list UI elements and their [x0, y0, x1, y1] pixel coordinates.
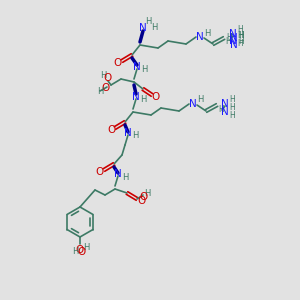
Text: H: H — [226, 34, 232, 43]
Text: H: H — [122, 172, 128, 182]
Text: O: O — [114, 58, 122, 68]
Text: N: N — [124, 128, 132, 138]
Text: H: H — [237, 40, 243, 49]
Text: H: H — [100, 70, 106, 80]
Text: H: H — [237, 26, 243, 34]
Text: N: N — [229, 36, 237, 46]
Text: H: H — [204, 28, 210, 38]
Text: O: O — [77, 247, 85, 257]
Text: H: H — [238, 38, 244, 46]
Text: O: O — [104, 73, 112, 83]
Text: H: H — [72, 248, 78, 256]
Text: N: N — [230, 40, 238, 50]
Text: H: H — [225, 38, 231, 46]
Text: H: H — [237, 32, 243, 40]
Text: H: H — [229, 95, 235, 104]
Text: H: H — [140, 95, 146, 104]
Text: N: N — [133, 62, 141, 72]
Text: H: H — [238, 31, 244, 40]
Text: N: N — [229, 29, 237, 39]
Text: H: H — [145, 17, 151, 26]
Text: N: N — [221, 107, 229, 117]
Text: H: H — [97, 88, 103, 97]
Text: H: H — [238, 31, 244, 40]
Text: N: N — [196, 32, 204, 42]
Text: O: O — [107, 125, 115, 135]
Text: N: N — [132, 92, 140, 102]
Text: N: N — [230, 33, 238, 43]
Text: N: N — [189, 99, 197, 109]
Text: H: H — [141, 65, 147, 74]
Text: H: H — [151, 23, 157, 32]
Text: H: H — [144, 188, 150, 197]
Text: O: O — [152, 92, 160, 102]
Text: H: H — [229, 103, 235, 112]
Text: H: H — [132, 131, 138, 140]
Text: O: O — [76, 245, 84, 255]
Text: H: H — [197, 95, 203, 104]
Text: O: O — [96, 167, 104, 177]
Text: N: N — [114, 169, 122, 179]
Text: H: H — [229, 110, 235, 119]
Text: O: O — [140, 192, 148, 202]
Text: N: N — [221, 99, 229, 109]
Text: H: H — [218, 104, 224, 113]
Text: O: O — [102, 83, 110, 93]
Text: N: N — [139, 23, 147, 33]
Text: H: H — [83, 242, 89, 251]
Text: O: O — [137, 196, 145, 206]
